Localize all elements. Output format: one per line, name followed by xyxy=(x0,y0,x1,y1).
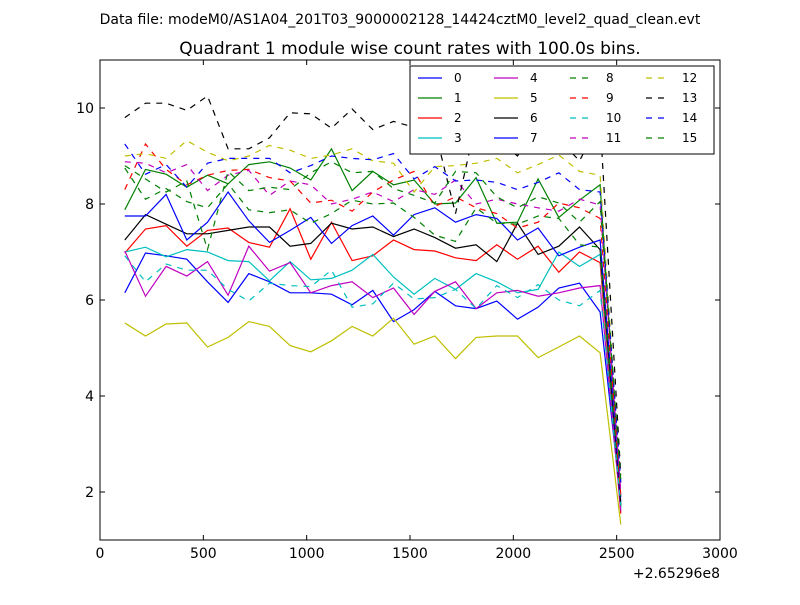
series-12-line xyxy=(124,139,622,488)
x-tick-label: 2000 xyxy=(496,546,532,562)
series-0-line xyxy=(124,252,622,502)
series-11-line xyxy=(124,161,622,493)
y-tick-label: 10 xyxy=(76,101,94,117)
legend-entry-10: 10 xyxy=(570,111,621,125)
chart-title: Quadrant 1 module wise count rates with … xyxy=(179,39,640,59)
legend-label: 14 xyxy=(682,111,697,125)
series-15-line xyxy=(124,161,622,481)
legend-label: 12 xyxy=(682,71,697,85)
series-9-line xyxy=(124,142,622,496)
legend-label: 8 xyxy=(606,71,614,85)
series-7-line xyxy=(124,190,622,497)
legend-label: 2 xyxy=(454,111,462,125)
legend-entry-12: 12 xyxy=(646,71,697,85)
legend-label: 4 xyxy=(530,71,538,85)
legend-entry-11: 11 xyxy=(570,131,621,145)
legend-entry-7: 7 xyxy=(494,131,538,145)
y-tick-label: 4 xyxy=(85,389,94,405)
legend-label: 9 xyxy=(606,91,614,105)
suptitle: Data file: modeM0/AS1A04_201T03_90000021… xyxy=(100,12,701,28)
legend-label: 13 xyxy=(682,91,697,105)
legend-label: 5 xyxy=(530,91,538,105)
x-offset-label: +2.65296e8 xyxy=(633,566,720,582)
series-5-line xyxy=(124,317,622,525)
legend-label: 10 xyxy=(606,111,621,125)
legend-label: 0 xyxy=(454,71,462,85)
legend-entry-14: 14 xyxy=(646,111,697,125)
legend-entry-3: 3 xyxy=(418,131,462,145)
series-4-line xyxy=(124,245,622,512)
legend-entry-4: 4 xyxy=(494,71,538,85)
y-tick-label: 8 xyxy=(85,197,94,213)
series-8-line xyxy=(124,167,622,500)
series-3-line xyxy=(124,246,622,509)
x-tick-label: 2500 xyxy=(599,546,635,562)
y-tick-label: 2 xyxy=(85,485,94,501)
legend-label: 3 xyxy=(454,131,462,145)
x-tick-label: 1500 xyxy=(392,546,428,562)
series-layer xyxy=(124,95,622,525)
legend-entry-2: 2 xyxy=(418,111,462,125)
x-tick-label: 500 xyxy=(190,546,217,562)
series-2-line xyxy=(124,207,622,514)
y-tick-label: 6 xyxy=(85,293,94,309)
legend-entry-0: 0 xyxy=(418,71,462,85)
legend-label: 15 xyxy=(682,131,697,145)
legend-entry-1: 1 xyxy=(418,91,462,105)
legend-entry-6: 6 xyxy=(494,111,538,125)
legend-label: 6 xyxy=(530,111,538,125)
legend-entry-5: 5 xyxy=(494,91,538,105)
series-10-line xyxy=(124,255,622,506)
legend-label: 7 xyxy=(530,131,538,145)
series-14-line xyxy=(124,143,622,483)
x-tick-label: 1000 xyxy=(289,546,325,562)
series-6-line xyxy=(124,213,622,506)
x-tick-label: 3000 xyxy=(702,546,738,562)
legend-label: 1 xyxy=(454,91,462,105)
legend-entry-13: 13 xyxy=(646,91,697,105)
legend-box xyxy=(409,65,715,155)
legend-label: 11 xyxy=(606,131,621,145)
legend-entry-9: 9 xyxy=(570,91,614,105)
x-tick-label: 0 xyxy=(96,546,105,562)
legend-entry-8: 8 xyxy=(570,71,614,85)
legend-entry-15: 15 xyxy=(646,131,697,145)
